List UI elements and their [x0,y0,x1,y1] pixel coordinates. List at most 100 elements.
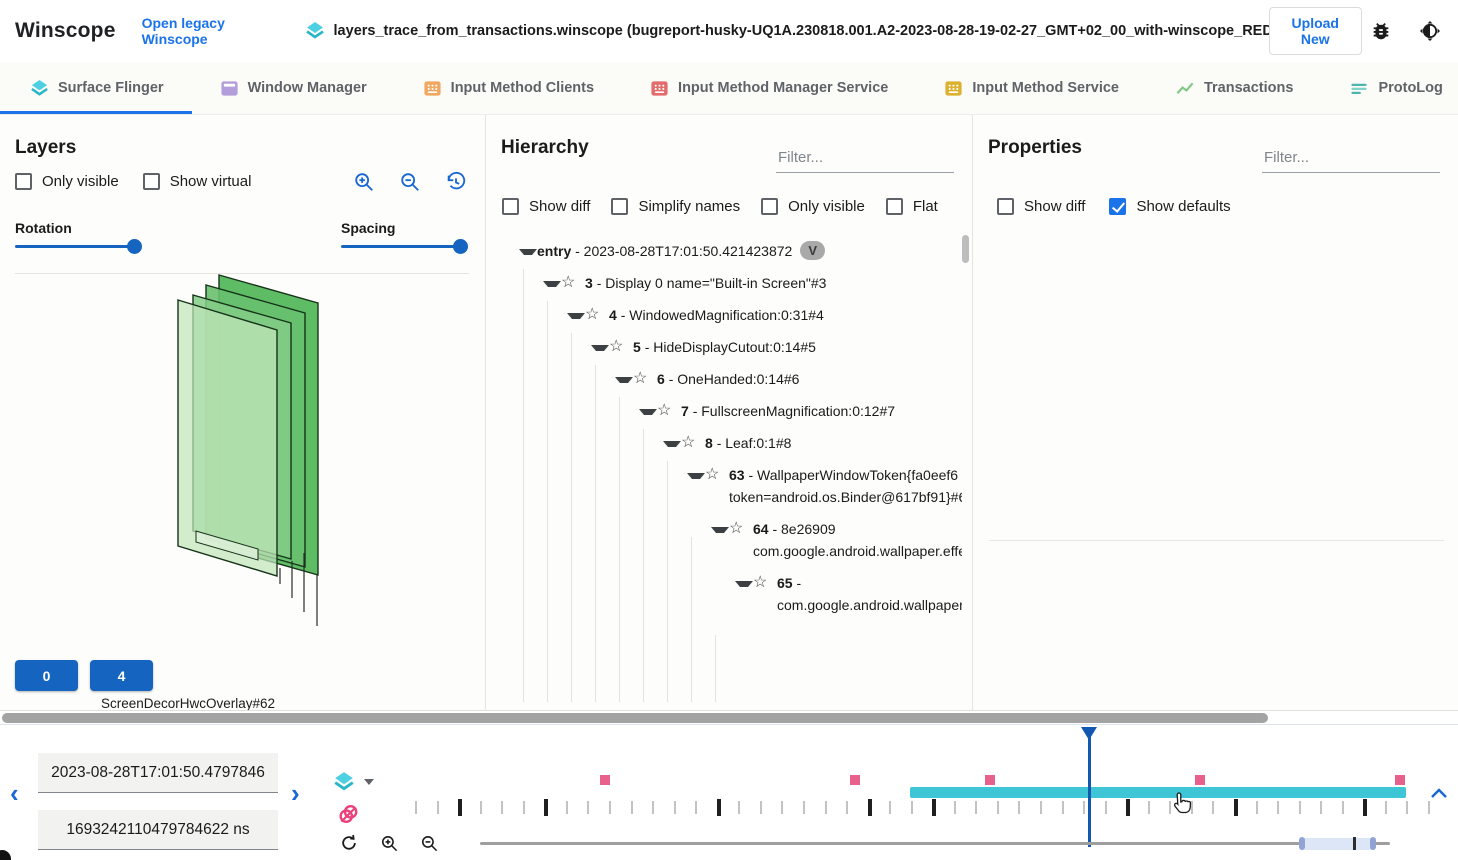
only-visible-checkbox[interactable]: Only visible [15,173,119,190]
spacing-slider[interactable]: Spacing [341,220,468,254]
spacing-slider-thumb[interactable] [453,239,468,254]
tree-node[interactable]: ☆ 7 - FullscreenMagnification:0:12#7 [486,395,962,427]
tree-node-entry[interactable]: entry - 2023-08-28T17:01:50.421423872 V [486,235,962,267]
human-time-field[interactable]: 2023-08-28T17:01:50.4797846 [38,753,278,793]
ns-time-field[interactable]: 1693242110479784622 ns [38,810,278,850]
prev-entry-button[interactable]: ‹ [10,778,19,808]
layer-id-button-0[interactable]: 0 [15,660,78,691]
transition-marker[interactable] [1395,775,1405,785]
timeline-zoom-cursor-tick[interactable] [1353,837,1356,850]
layers-3d-canvas[interactable] [0,273,486,653]
checkbox-icon[interactable] [761,198,779,215]
next-entry-button[interactable]: › [291,778,300,808]
star-icon[interactable]: ☆ [705,466,720,483]
flat-checkbox[interactable]: Flat [885,198,938,215]
chevron-down-icon[interactable] [735,581,753,587]
checkbox-icon[interactable] [997,198,1014,215]
star-icon[interactable]: ☆ [729,520,744,537]
timeline-zoom-track[interactable] [480,842,1390,845]
timeline-zoom-range[interactable] [1302,838,1373,850]
bug-report-icon[interactable] [1370,20,1392,42]
layer-id-button-4[interactable]: 4 [90,660,153,691]
reset-view-icon[interactable] [445,171,467,193]
chevron-down-icon[interactable] [663,441,681,447]
tree-node[interactable]: ☆ 64 - 8e26909 com.google.android.wallpa… [486,513,962,567]
layer-label[interactable]: ScreenDecorHwcOverlay#62 [101,696,276,711]
open-legacy-link[interactable]: Open legacy Winscope [141,15,225,47]
rotation-slider-thumb[interactable] [127,239,142,254]
checkbox-icon[interactable] [15,173,32,190]
tree-node[interactable]: ☆ 4 - WindowedMagnification:0:31#4 [486,299,962,331]
zoom-out-icon[interactable] [420,834,439,853]
transition-marker[interactable] [1195,775,1205,785]
tree-node[interactable]: ☆ 6 - OneHanded:0:14#6 [486,363,962,395]
chevron-down-icon[interactable] [615,377,633,383]
star-icon[interactable]: ☆ [753,574,768,591]
chevron-down-icon[interactable] [639,409,657,415]
rotation-slider[interactable]: Rotation [15,220,142,254]
rotation-slider-track[interactable] [15,239,142,254]
tree-node[interactable]: ☆ 63 - WallpaperWindowToken{fa0eef6 toke… [486,459,962,513]
checkbox-icon[interactable] [502,198,519,215]
transition-marker[interactable] [600,775,610,785]
simplify-names-checkbox[interactable]: Simplify names [611,198,740,215]
tree-node[interactable]: ☆ 3 - Display 0 name="Built-in Screen"#3 [486,267,962,299]
spacing-slider-track[interactable] [341,239,468,254]
tab-input-method-manager-service[interactable]: Input Method Manager Service [622,62,916,114]
timeline-cursor-head[interactable] [1081,727,1097,740]
tree-node[interactable]: ☆ 65 - com.google.android.wallpaper.effe… [486,567,962,621]
properties-filter-input[interactable] [1262,145,1440,173]
trace-coverage-bar[interactable] [910,787,1406,798]
hierarchy-filter[interactable] [776,145,954,173]
chevron-down-icon[interactable] [363,777,375,787]
star-icon[interactable]: ☆ [681,434,696,451]
tab-surface-flinger[interactable]: Surface Flinger [0,62,192,114]
zoom-in-icon[interactable] [353,171,375,193]
tab-input-method-service[interactable]: Input Method Service [916,62,1147,114]
chevron-down-icon[interactable] [519,249,537,255]
transition-marker[interactable] [985,775,995,785]
refresh-icon[interactable] [339,833,359,853]
timeline-zoom-handle-right[interactable] [1370,837,1376,850]
layers-trace-icon[interactable] [333,771,355,793]
chevron-down-icon[interactable] [543,281,561,287]
show-diff-checkbox[interactable]: Show diff [502,198,590,215]
tab-input-method-clients[interactable]: Input Method Clients [395,62,622,114]
chevron-down-icon[interactable] [711,527,729,533]
transition-marker[interactable] [850,775,860,785]
star-icon[interactable]: ☆ [609,338,624,355]
chevron-down-icon[interactable] [567,313,585,319]
zoom-in-icon[interactable] [380,834,399,853]
tab-protolog[interactable]: ProtoLog [1321,62,1458,114]
dark-mode-icon[interactable] [1418,19,1442,43]
collapse-timeline-icon[interactable] [1430,787,1448,799]
tree-node[interactable]: ☆ 5 - HideDisplayCutout:0:14#5 [486,331,962,363]
only-visible-checkbox[interactable]: Only visible [761,198,865,215]
checkbox-checked-icon[interactable] [1109,198,1127,215]
timeline-scrollbar[interactable] [0,713,1458,723]
star-icon[interactable]: ☆ [561,274,576,291]
star-icon[interactable]: ☆ [657,402,672,419]
chevron-down-icon[interactable] [591,345,609,351]
tab-window-manager[interactable]: Window Manager [192,62,395,114]
checkbox-icon[interactable] [142,173,160,190]
timeline-scrollbar-thumb[interactable] [2,713,1268,723]
checkbox-icon[interactable] [885,198,903,215]
properties-filter[interactable] [1262,145,1440,173]
transitions-trace-icon[interactable] [336,801,362,827]
show-defaults-checkbox[interactable]: Show defaults [1109,198,1231,215]
upload-new-button[interactable]: Upload New [1268,7,1362,55]
hierarchy-filter-input[interactable] [776,145,954,173]
checkbox-icon[interactable] [611,198,629,215]
zoom-out-icon[interactable] [399,171,421,193]
tab-transactions[interactable]: Transactions [1147,62,1321,114]
hierarchy-scrollbar[interactable] [962,235,969,263]
chevron-down-icon[interactable] [687,473,705,479]
timeline-zoom-handle-left[interactable] [1299,837,1305,850]
timeline-cursor[interactable] [1088,727,1091,847]
star-icon[interactable]: ☆ [585,306,600,323]
tree-node[interactable]: ☆ 8 - Leaf:0:1#8 [486,427,962,459]
show-diff-checkbox[interactable]: Show diff [997,198,1085,215]
show-virtual-checkbox[interactable]: Show virtual [142,173,251,190]
star-icon[interactable]: ☆ [633,370,648,387]
